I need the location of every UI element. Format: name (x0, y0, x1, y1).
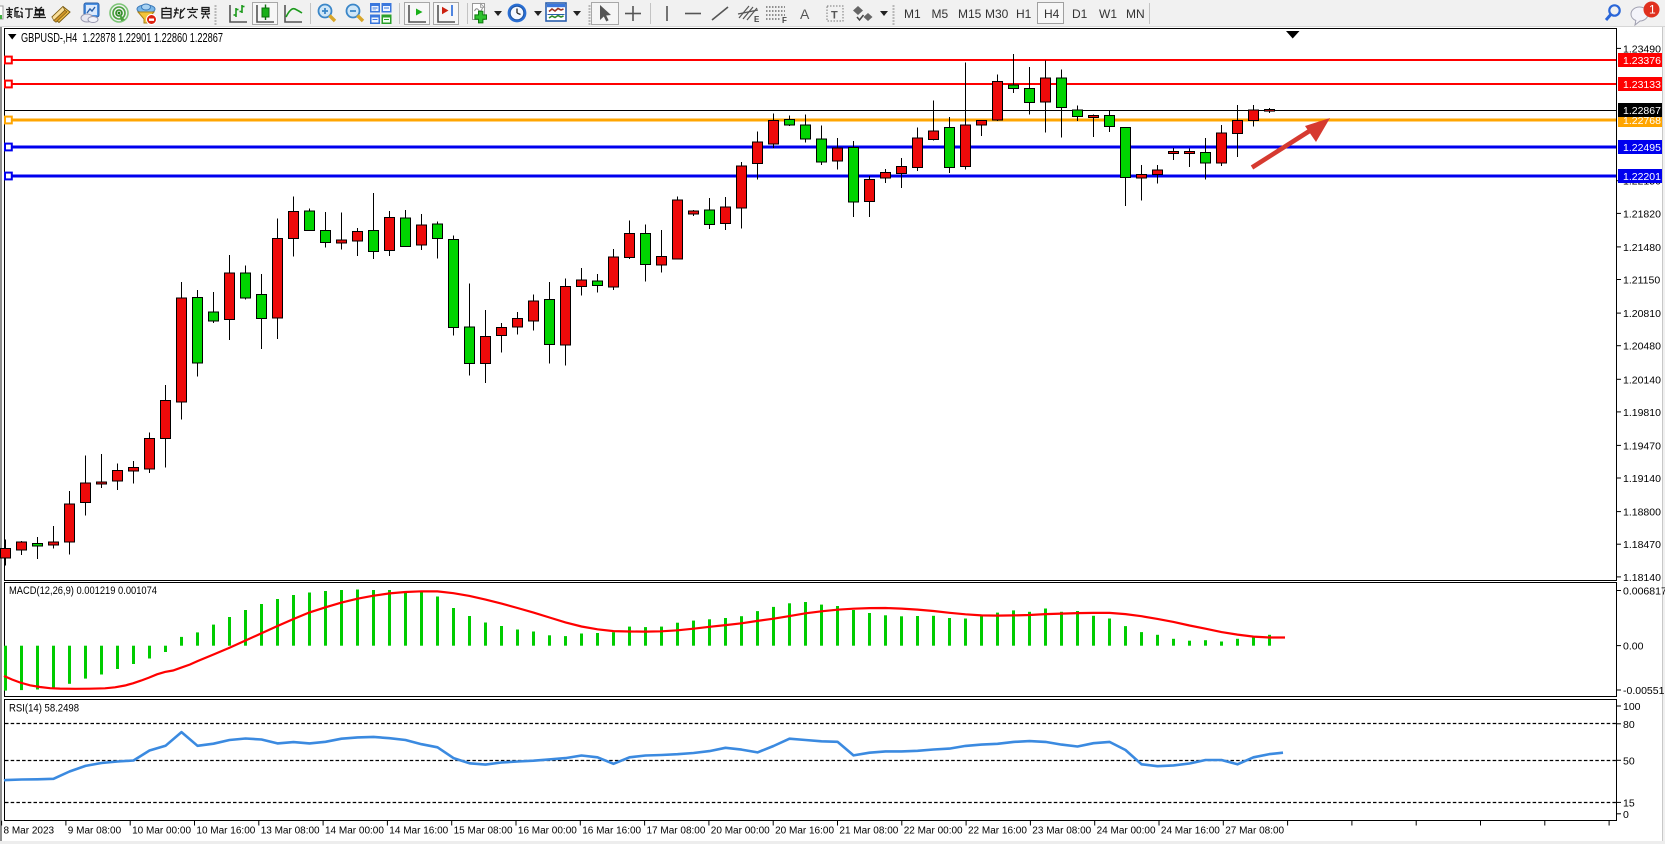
svg-text:24 Mar 16:00: 24 Mar 16:00 (1161, 826, 1220, 837)
svg-text:15: 15 (1623, 797, 1635, 809)
svg-text:9 Mar 08:00: 9 Mar 08:00 (68, 826, 122, 837)
svg-text:1.21480: 1.21480 (1623, 242, 1661, 254)
svg-text:1.22768: 1.22768 (1623, 115, 1661, 127)
svg-text:13 Mar 08:00: 13 Mar 08:00 (261, 826, 320, 837)
svg-text:21 Mar 08:00: 21 Mar 08:00 (839, 826, 898, 837)
svg-text:1.20140: 1.20140 (1623, 374, 1661, 386)
svg-text:A: A (800, 6, 810, 22)
svg-text:22 Mar 16:00: 22 Mar 16:00 (968, 826, 1027, 837)
svg-text:17 Mar 08:00: 17 Mar 08:00 (647, 826, 706, 837)
svg-text:1.18470: 1.18470 (1623, 539, 1661, 551)
svg-text:16 Mar 00:00: 16 Mar 00:00 (518, 826, 577, 837)
svg-text:1.18800: 1.18800 (1623, 507, 1661, 519)
svg-text:10 Mar 00:00: 10 Mar 00:00 (132, 826, 191, 837)
svg-text:1.22867: 1.22867 (1623, 105, 1661, 117)
svg-text:15 Mar 08:00: 15 Mar 08:00 (454, 826, 513, 837)
svg-text:1.22495: 1.22495 (1623, 142, 1661, 154)
svg-text:0: 0 (1623, 809, 1629, 821)
svg-text:0.006817: 0.006817 (1623, 586, 1665, 598)
svg-text:1.23376: 1.23376 (1623, 55, 1661, 67)
svg-text:1.23133: 1.23133 (1623, 79, 1661, 91)
svg-text:1.20810: 1.20810 (1623, 308, 1661, 320)
svg-text:27 Mar 08:00: 27 Mar 08:00 (1225, 826, 1284, 837)
svg-text:1.20480: 1.20480 (1623, 341, 1661, 353)
svg-text:14 Mar 16:00: 14 Mar 16:00 (389, 826, 448, 837)
svg-text:23 Mar 08:00: 23 Mar 08:00 (1032, 826, 1091, 837)
svg-text:10 Mar 16:00: 10 Mar 16:00 (196, 826, 255, 837)
svg-text:1.22201: 1.22201 (1623, 171, 1661, 183)
svg-text:-0.005518: -0.005518 (1623, 685, 1665, 697)
svg-text:RSI(14) 58.2498: RSI(14) 58.2498 (9, 703, 79, 715)
svg-text:1.21150: 1.21150 (1623, 275, 1660, 287)
svg-text:1.21820: 1.21820 (1623, 208, 1661, 220)
svg-text:1: 1 (1649, 3, 1656, 17)
svg-text:14 Mar 00:00: 14 Mar 00:00 (325, 826, 384, 837)
svg-text:1.19140: 1.19140 (1623, 473, 1661, 485)
svg-text:1.19810: 1.19810 (1623, 407, 1661, 419)
svg-text:16 Mar 16:00: 16 Mar 16:00 (582, 826, 641, 837)
svg-text:1.23490: 1.23490 (1623, 43, 1661, 55)
svg-text:1.18140: 1.18140 (1623, 572, 1661, 584)
svg-text:MACD(12,26,9) 0.001219 0.00107: MACD(12,26,9) 0.001219 0.001074 (9, 585, 157, 597)
svg-text:8 Mar 2023: 8 Mar 2023 (4, 826, 55, 837)
svg-text:20 Mar 16:00: 20 Mar 16:00 (775, 826, 834, 837)
svg-text:0.00: 0.00 (1623, 641, 1644, 653)
svg-text:80: 80 (1623, 719, 1635, 731)
svg-text:T: T (831, 10, 838, 22)
svg-text:22 Mar 00:00: 22 Mar 00:00 (904, 826, 963, 837)
svg-text:1.19470: 1.19470 (1623, 440, 1661, 452)
svg-text:E: E (754, 15, 760, 24)
svg-text:20 Mar 00:00: 20 Mar 00:00 (711, 826, 770, 837)
svg-text:F: F (782, 16, 787, 25)
svg-text:24 Mar 00:00: 24 Mar 00:00 (1097, 826, 1156, 837)
svg-text:100: 100 (1623, 701, 1641, 713)
svg-text:50: 50 (1623, 755, 1635, 767)
svg-text:GBPUSD-,H4 1.22878 1.22901 1.: GBPUSD-,H4 1.22878 1.22901 1.22860 1.228… (21, 31, 223, 45)
